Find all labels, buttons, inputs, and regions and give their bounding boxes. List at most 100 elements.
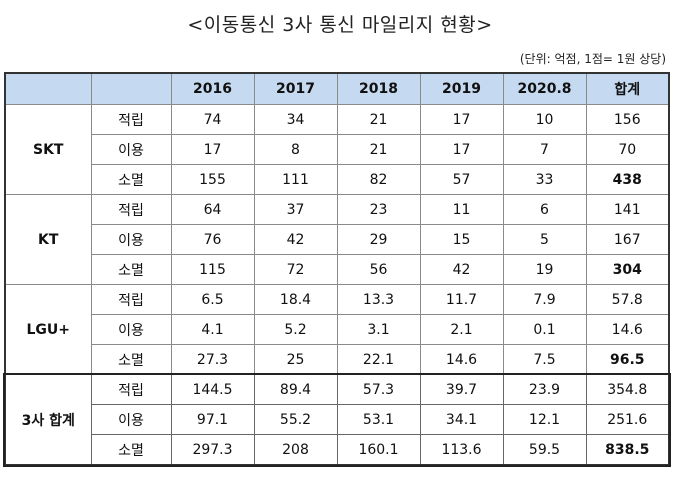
row-type-label: 적립 (90, 374, 172, 405)
value-cell: 17 (170, 134, 255, 165)
table-row: KT 적립 64 37 23 11 6 141 (4, 194, 670, 285)
value-cell: 4.1 (170, 314, 255, 345)
group-kt: KT 적립 64 37 23 11 6 141 이용 76 42 29 15 5… (4, 194, 670, 285)
value-cell: 13.3 (336, 284, 421, 315)
value-cell: 21 (336, 134, 421, 165)
value-cell: 160.1 (336, 434, 421, 466)
row-type-label: 이용 (90, 314, 172, 345)
value-cell: 113.6 (419, 434, 504, 466)
row-type-label: 이용 (90, 224, 172, 255)
value-cell: 97.1 (170, 404, 255, 435)
total-cell: 251.6 (585, 404, 670, 435)
total-cell: 57.8 (585, 284, 670, 315)
header-cell-2019: 2019 (419, 72, 504, 105)
carrier-label: KT (4, 194, 92, 285)
value-cell: 17 (419, 104, 504, 135)
value-cell: 155 (170, 164, 255, 195)
value-cell: 42 (253, 224, 338, 255)
total-cell: 156 (585, 104, 670, 135)
header-cell-blank-carrier (4, 72, 92, 105)
page-title: <이동통신 3사 통신 마일리지 현황> (187, 14, 493, 36)
value-cell: 29 (336, 224, 421, 255)
total-cell: 304 (585, 254, 670, 285)
value-cell: 0.1 (502, 314, 587, 345)
total-cell: 167 (585, 224, 670, 255)
value-cell: 27.3 (170, 344, 255, 375)
table-row: 이용 17 8 21 17 7 70 (5, 134, 670, 165)
value-cell: 2.1 (419, 314, 504, 345)
value-cell: 57.3 (336, 374, 421, 405)
table-row: 소멸 115 72 56 42 19 304 (5, 254, 670, 285)
carrier-label: 3사 합계 (4, 374, 92, 466)
value-cell: 19 (502, 254, 587, 285)
row-type-label: 이용 (90, 404, 172, 435)
total-cell: 141 (585, 194, 670, 225)
row-type-label: 적립 (90, 284, 172, 315)
total-cell: 14.6 (585, 314, 670, 345)
row-type-label: 적립 (90, 104, 172, 135)
value-cell: 10 (502, 104, 587, 135)
row-type-label: 이용 (90, 134, 172, 165)
value-cell: 297.3 (170, 434, 255, 466)
value-cell: 72 (253, 254, 338, 285)
value-cell: 6 (502, 194, 587, 225)
header-cell-2020-8: 2020.8 (502, 72, 587, 105)
value-cell: 14.6 (419, 344, 504, 375)
total-cell: 96.5 (585, 344, 670, 375)
unit-note: (단위: 억점, 1점= 1원 상당) (519, 52, 666, 66)
total-cell: 438 (585, 164, 670, 195)
row-type-label: 소멸 (90, 344, 172, 375)
value-cell: 22.1 (336, 344, 421, 375)
value-cell: 23 (336, 194, 421, 225)
value-cell: 34.1 (419, 404, 504, 435)
header-cell-total: 합계 (585, 72, 670, 105)
value-cell: 89.4 (253, 374, 338, 405)
total-cell: 354.8 (585, 374, 670, 405)
value-cell: 23.9 (502, 374, 587, 405)
value-cell: 7.9 (502, 284, 587, 315)
value-cell: 34 (253, 104, 338, 135)
value-cell: 33 (502, 164, 587, 195)
value-cell: 5 (502, 224, 587, 255)
value-cell: 208 (253, 434, 338, 466)
value-cell: 57 (419, 164, 504, 195)
value-cell: 5.2 (253, 314, 338, 345)
table-row: 이용 97.1 55.2 53.1 34.1 12.1 251.6 (5, 404, 670, 435)
row-type-label: 소멸 (90, 434, 172, 466)
value-cell: 115 (170, 254, 255, 285)
value-cell: 25 (253, 344, 338, 375)
header-cell-2016: 2016 (170, 72, 255, 105)
row-type-label: 적립 (90, 194, 172, 225)
value-cell: 82 (336, 164, 421, 195)
row-type-label: 소멸 (90, 164, 172, 195)
mileage-table: 2016 2017 2018 2019 2020.8 합계 SKT 적립 74 … (3, 72, 671, 467)
value-cell: 15 (419, 224, 504, 255)
total-cell: 838.5 (585, 434, 670, 466)
table-row: 소멸 27.3 25 22.1 14.6 7.5 96.5 (5, 344, 670, 375)
table-row: 이용 76 42 29 15 5 167 (5, 224, 670, 255)
value-cell: 144.5 (170, 374, 255, 405)
header-row: 2016 2017 2018 2019 2020.8 합계 (4, 72, 670, 105)
value-cell: 55.2 (253, 404, 338, 435)
group-lgu: LGU+ 적립 6.5 18.4 13.3 11.7 7.9 57.8 이용 4… (4, 284, 670, 375)
table-row: 소멸 297.3 208 160.1 113.6 59.5 838.5 (5, 434, 670, 466)
value-cell: 21 (336, 104, 421, 135)
value-cell: 56 (336, 254, 421, 285)
header-cell-blank-type (90, 72, 172, 105)
carrier-label: LGU+ (4, 284, 92, 375)
table-row: LGU+ 적립 6.5 18.4 13.3 11.7 7.9 57.8 (4, 284, 670, 375)
value-cell: 7.5 (502, 344, 587, 375)
carrier-label: SKT (4, 104, 92, 195)
table-row: SKT 적립 74 34 21 17 10 156 (4, 104, 670, 195)
value-cell: 64 (170, 194, 255, 225)
total-cell: 70 (585, 134, 670, 165)
value-cell: 11 (419, 194, 504, 225)
value-cell: 11.7 (419, 284, 504, 315)
value-cell: 74 (170, 104, 255, 135)
group-three-carrier-total: 3사 합계 적립 144.5 89.4 57.3 39.7 23.9 354.8… (3, 372, 671, 467)
value-cell: 7 (502, 134, 587, 165)
value-cell: 76 (170, 224, 255, 255)
value-cell: 59.5 (502, 434, 587, 466)
value-cell: 53.1 (336, 404, 421, 435)
value-cell: 18.4 (253, 284, 338, 315)
